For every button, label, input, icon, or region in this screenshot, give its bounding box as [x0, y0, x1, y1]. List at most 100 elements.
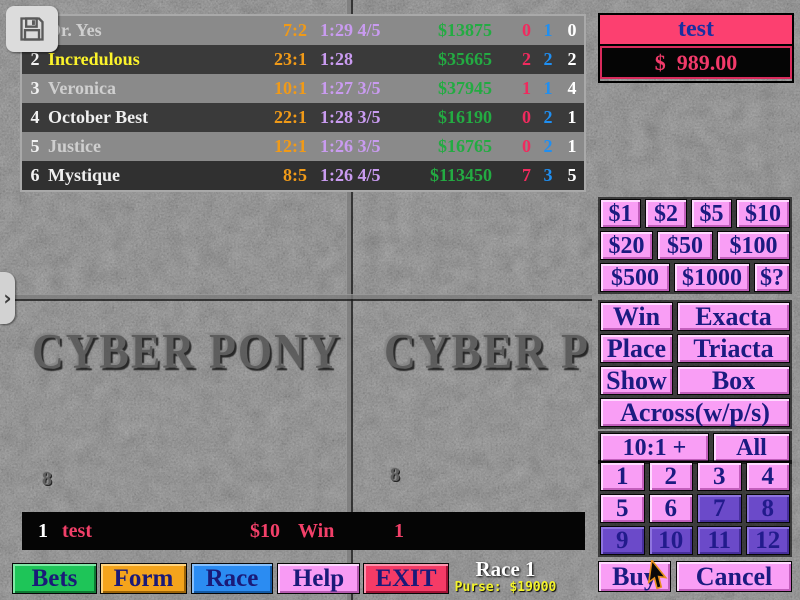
race-button[interactable]: Race [191, 563, 273, 594]
bet-win-button[interactable]: Win [600, 302, 673, 331]
bet-selection: 1 [394, 520, 404, 542]
amount-20-button[interactable]: $20 [600, 231, 653, 260]
account-box: test $ 989.00 [598, 13, 794, 83]
table-row[interactable]: 3 Veronica 10:1 1:27 3/5 $37945 1 1 4 [22, 74, 584, 103]
account-name-button[interactable]: test [600, 15, 792, 46]
horse-pool: $16765 [438, 136, 492, 156]
horse-odds: 23:1 [274, 49, 307, 69]
horse-best-time: 1:26 4/5 [320, 165, 381, 185]
amount-5-button[interactable]: $5 [691, 199, 732, 228]
save-icon [20, 17, 44, 41]
horse-stat-white: 1 [567, 107, 577, 127]
amount-custom-button[interactable]: $? [754, 263, 790, 292]
horse-stat-blue: 2 [543, 49, 553, 69]
bet-exacta-button[interactable]: Exacta [677, 302, 790, 331]
horse-button-4[interactable]: 4 [745, 462, 790, 491]
cancel-button[interactable]: Cancel [676, 561, 792, 592]
bet-type: Win [298, 520, 335, 542]
horse-button-12[interactable]: 12 [745, 526, 790, 555]
amount-1000-button[interactable]: $1000 [674, 263, 750, 292]
horse-name: October Best [48, 107, 149, 127]
race-info: Race 1 Purse: $19000 [448, 558, 563, 595]
horse-odds: 22:1 [274, 107, 307, 127]
horse-button-1[interactable]: 1 [600, 462, 645, 491]
exit-button[interactable]: EXIT [363, 563, 449, 594]
horse-button-5[interactable]: 5 [600, 494, 645, 523]
horse-number: 2 [30, 49, 40, 69]
bet-place-button[interactable]: Place [600, 334, 673, 363]
horse-button-3[interactable]: 3 [697, 462, 742, 491]
horse-pool: $35665 [438, 49, 492, 69]
horse-stat-white: 2 [567, 49, 577, 69]
bet-triacta-button[interactable]: Triacta [677, 334, 790, 363]
horse-stat-white: 5 [567, 165, 577, 185]
bet-box-button[interactable]: Box [677, 366, 790, 395]
horse-stat-blue: 1 [543, 20, 553, 40]
horse-number: 5 [30, 136, 40, 156]
all-horses-button[interactable]: All [713, 433, 790, 462]
bet-amount: $10 [250, 520, 280, 542]
amount-button-block: $1 $2 $5 $10 $20 $50 $100 $500 $1000 $? [598, 197, 792, 294]
horse-button-9[interactable]: 9 [600, 526, 645, 555]
horse-button-10[interactable]: 10 [648, 526, 693, 555]
horse-stat-blue: 1 [543, 78, 553, 98]
buy-button[interactable]: Buy [598, 561, 671, 592]
form-button[interactable]: Form [100, 563, 187, 594]
horse-stat-red: 0 [522, 107, 531, 127]
amount-50-button[interactable]: $50 [657, 231, 713, 260]
odds-filter-button[interactable]: 10:1 + [600, 433, 709, 462]
grid-divider-vertical [347, 0, 351, 600]
race-number-label: Race 1 [475, 557, 536, 581]
horse-name: Dr. Yes [48, 20, 102, 40]
horse-stat-blue: 2 [543, 107, 553, 127]
horse-stat-white: 4 [567, 78, 577, 98]
horse-odds: 7:2 [283, 20, 307, 40]
bet-type-block: Win Exacta Place Triacta Show Box Across… [598, 300, 792, 429]
bets-button[interactable]: Bets [12, 563, 97, 594]
bet-line-number: 1 [38, 520, 48, 542]
horse-number-grid: 1 2 3 4 5 6 7 8 9 10 11 12 [598, 460, 792, 557]
horse-stat-white: 0 [567, 20, 577, 40]
table-row[interactable]: 5 Justice 12:1 1:26 3/5 $16765 0 2 1 [22, 132, 584, 161]
bet-across-button[interactable]: Across(w/p/s) [600, 398, 790, 427]
panel-expand-handle[interactable]: › [0, 272, 15, 324]
watermark-layer: CYBER PONY CYBER PONY 8 8 [32, 324, 592, 490]
table-row[interactable]: 2 Incredulous 23:1 1:28 $35665 2 2 2 [22, 45, 584, 74]
amount-100-button[interactable]: $100 [717, 231, 790, 260]
horse-name: Justice [48, 136, 101, 156]
horse-best-time: 1:28 [320, 49, 353, 69]
horse-button-7[interactable]: 7 [697, 494, 742, 523]
horse-pool: $16190 [438, 107, 492, 127]
help-button[interactable]: Help [277, 563, 360, 594]
horse-number: 4 [30, 107, 40, 127]
horse-pool: $113450 [429, 165, 492, 185]
save-button[interactable] [6, 6, 58, 52]
horse-best-time: 1:27 3/5 [320, 78, 381, 98]
table-row[interactable]: 4 October Best 22:1 1:28 3/5 $16190 0 2 … [22, 103, 584, 132]
grid-divider-horizontal [0, 295, 592, 299]
horse-stat-red: 7 [522, 165, 531, 185]
horse-button-11[interactable]: 11 [697, 526, 742, 555]
tile-digit: 8 [42, 468, 52, 490]
bet-show-button[interactable]: Show [600, 366, 673, 395]
bet-slip[interactable]: 1 test $10 Win 1 [22, 512, 585, 550]
horse-table: 1 Dr. Yes 7:2 1:29 4/5 $13875 0 1 0 2 In… [20, 14, 586, 192]
amount-10-button[interactable]: $10 [736, 199, 790, 228]
horse-stat-red: 2 [522, 49, 531, 69]
amount-1-button[interactable]: $1 [600, 199, 641, 228]
amount-2-button[interactable]: $2 [645, 199, 687, 228]
horse-button-2[interactable]: 2 [648, 462, 693, 491]
horse-odds: 12:1 [274, 136, 307, 156]
amount-500-button[interactable]: $500 [600, 263, 670, 292]
table-row[interactable]: 1 Dr. Yes 7:2 1:29 4/5 $13875 0 1 0 [22, 16, 584, 45]
horse-stat-red: 0 [522, 136, 531, 156]
horse-best-time: 1:29 4/5 [320, 20, 381, 40]
horse-stat-blue: 3 [543, 165, 553, 185]
horse-number: 6 [30, 165, 40, 185]
horse-button-6[interactable]: 6 [648, 494, 693, 523]
filter-block: 10:1 + All [598, 431, 792, 464]
horse-button-8[interactable]: 8 [745, 494, 790, 523]
table-row[interactable]: 6 Mystique 8:5 1:26 4/5 $113450 7 3 5 [22, 161, 584, 190]
horse-stat-blue: 2 [543, 136, 553, 156]
